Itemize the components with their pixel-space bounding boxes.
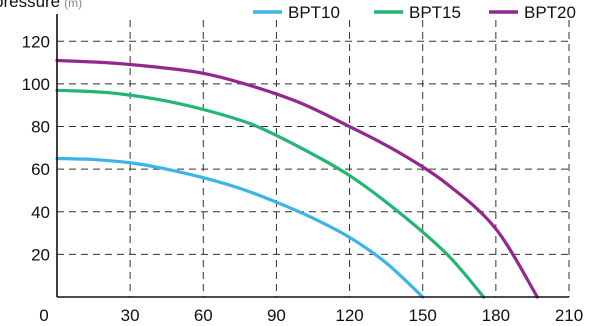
y-axis-title: pressure (m) [0,0,82,11]
grid [57,20,570,297]
x-tick-label: 120 [335,306,363,325]
y-axis-label-text: pressure [0,0,60,11]
y-axis-label: pressure (m) [0,0,82,11]
legend-label-bpt10: BPT10 [288,3,340,22]
y-axis-unit: (m) [64,0,82,10]
y-tick-label: 20 [31,245,50,264]
legend: BPT10 BPT15 BPT20 [253,3,576,22]
x-tick-label: 180 [482,306,510,325]
y-tick-label: 40 [31,203,50,222]
series-line-bpt15 [55,88,486,299]
axes [56,14,569,298]
y-tick-label: 100 [22,75,50,94]
x-tick-label: 210 [555,306,583,325]
x-tick-label: 150 [409,306,437,325]
x-tick-label: 60 [194,306,213,325]
legend-label-bpt20: BPT20 [524,3,576,22]
y-tick-label: 60 [31,160,50,179]
y-tick-labels: 20 40 60 80 100 120 [22,32,50,264]
x-tick-labels: 0 30 60 90 120 150 180 210 [39,306,583,325]
y-tick-label: 80 [31,118,50,137]
series-line-bpt20 [55,58,539,299]
series-lines [55,58,539,299]
x-tick-label: 0 [39,306,48,325]
y-tick-label: 120 [22,32,50,51]
x-tick-label: 30 [121,306,140,325]
legend-label-bpt15: BPT15 [409,3,461,22]
series-line-bpt10 [55,156,425,299]
x-tick-label: 90 [267,306,286,325]
